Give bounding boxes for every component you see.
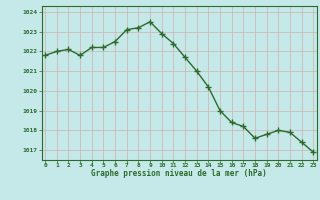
X-axis label: Graphe pression niveau de la mer (hPa): Graphe pression niveau de la mer (hPa) — [91, 169, 267, 178]
